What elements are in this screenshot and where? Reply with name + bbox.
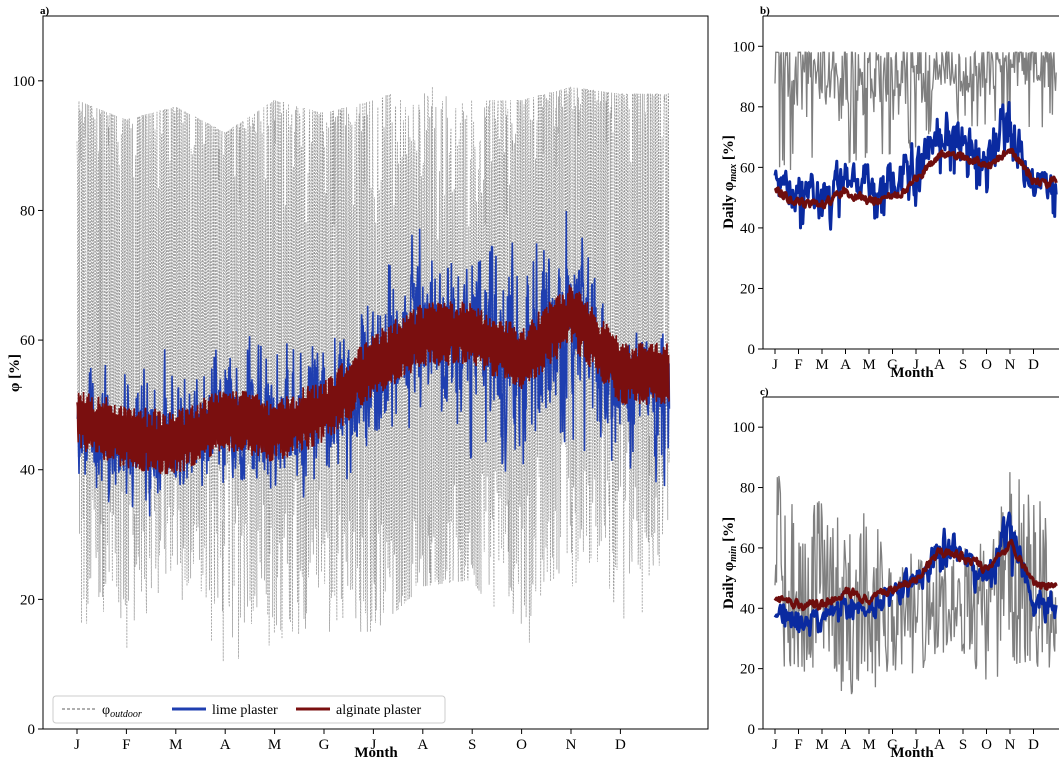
y-tick-label: 20 bbox=[20, 592, 35, 608]
x-tick-label: M bbox=[862, 357, 875, 373]
y-tick-label: 100 bbox=[13, 74, 36, 90]
x-tick-label: N bbox=[1005, 357, 1016, 373]
y-tick-label: 60 bbox=[740, 160, 755, 176]
x-tick-label: G bbox=[887, 357, 898, 373]
legend-outdoor-label: φoutdoor bbox=[102, 703, 142, 720]
y-tick-label: 100 bbox=[733, 420, 756, 436]
x-tick-label: F bbox=[122, 737, 130, 753]
panel-a-tag: a) bbox=[40, 5, 50, 17]
y-tick-label: 60 bbox=[740, 541, 755, 557]
x-tick-label: A bbox=[840, 737, 851, 753]
series-outdoor-line bbox=[774, 472, 1057, 695]
x-tick-label: S bbox=[959, 357, 967, 373]
panel-b-tag: b) bbox=[760, 5, 770, 17]
panel-c-y-label: Daily φmin [%] bbox=[721, 517, 739, 609]
x-tick-label: O bbox=[981, 357, 992, 373]
x-tick-label: A bbox=[934, 737, 945, 753]
y-tick-label: 80 bbox=[20, 203, 35, 219]
x-tick-label: F bbox=[794, 357, 802, 373]
y-tick-label: 0 bbox=[28, 722, 36, 738]
series-outdoor-line bbox=[774, 50, 1057, 171]
x-tick-label: M bbox=[815, 737, 828, 753]
x-tick-label: J bbox=[370, 737, 376, 753]
x-tick-label: N bbox=[1005, 737, 1016, 753]
x-tick-label: N bbox=[566, 737, 577, 753]
panel-b-x-label: Month bbox=[890, 365, 934, 381]
x-tick-label: F bbox=[794, 737, 802, 753]
y-tick-label: 60 bbox=[20, 333, 35, 349]
legend-lime-label: lime plaster bbox=[212, 703, 278, 718]
panel-c-plot-area bbox=[773, 472, 1058, 695]
panel-a-y-label: φ [%] bbox=[7, 354, 23, 392]
x-tick-label: A bbox=[220, 737, 231, 753]
x-tick-label: M bbox=[169, 737, 182, 753]
x-tick-label: G bbox=[319, 737, 330, 753]
x-tick-label: J bbox=[913, 357, 919, 373]
panel-a-plot-area bbox=[76, 86, 671, 662]
legend-alginate-label: alginate plaster bbox=[336, 703, 421, 718]
y-tick-label: 20 bbox=[740, 662, 755, 678]
legend-box bbox=[52, 695, 446, 724]
x-tick-label: A bbox=[840, 357, 851, 373]
panel-c-x-label: Month bbox=[890, 745, 934, 761]
series-alginate-line bbox=[773, 538, 1058, 612]
y-tick-label: 20 bbox=[740, 281, 755, 297]
x-tick-label: J bbox=[913, 737, 919, 753]
panel-a-x-label: Month bbox=[354, 745, 398, 761]
y-tick-label: 0 bbox=[748, 722, 756, 738]
y-tick-label: 80 bbox=[740, 100, 755, 116]
y-tick-label: 40 bbox=[740, 221, 755, 237]
y-tick-label: 0 bbox=[748, 342, 756, 358]
series-lime-line bbox=[773, 511, 1058, 637]
legend: φoutdoor lime plaster alginate plaster bbox=[52, 695, 446, 724]
x-tick-label: J bbox=[74, 737, 80, 753]
x-tick-label: G bbox=[887, 737, 898, 753]
x-tick-label: D bbox=[1028, 737, 1039, 753]
panel-a-y-ticks: 0 20 40 60 80 100 bbox=[13, 74, 43, 738]
x-tick-label: M bbox=[815, 357, 828, 373]
panel-c-tag: c) bbox=[760, 386, 769, 398]
x-tick-label: O bbox=[981, 737, 992, 753]
panel-b-y-label: Daily φmax [%] bbox=[721, 135, 739, 229]
panel-c-y-ticks: 0 20 40 60 80 100 bbox=[733, 420, 763, 738]
panel-a: a) 0 20 40 60 80 100 J F M A M G J A S O N D Month φ [%]… bbox=[7, 5, 709, 761]
x-tick-label: M bbox=[862, 737, 875, 753]
y-tick-label: 40 bbox=[20, 463, 35, 479]
x-tick-label: J bbox=[772, 357, 778, 373]
x-tick-label: A bbox=[417, 737, 428, 753]
x-tick-label: S bbox=[468, 737, 476, 753]
panel-b-plot-area bbox=[773, 50, 1058, 231]
x-tick-label: J bbox=[772, 737, 778, 753]
x-tick-label: A bbox=[934, 357, 945, 373]
x-tick-label: D bbox=[1028, 357, 1039, 373]
panel-a-frame bbox=[42, 15, 709, 730]
series-alginate-line bbox=[76, 284, 670, 475]
y-tick-label: 80 bbox=[740, 481, 755, 497]
x-tick-label: S bbox=[959, 737, 967, 753]
x-tick-label: O bbox=[516, 737, 527, 753]
panel-b-y-ticks: 0 20 40 60 80 100 bbox=[733, 39, 763, 358]
y-tick-label: 40 bbox=[740, 601, 755, 617]
y-tick-label: 100 bbox=[733, 39, 756, 55]
x-tick-label: M bbox=[268, 737, 281, 753]
x-tick-label: D bbox=[615, 737, 626, 753]
series-alginate-line bbox=[773, 147, 1058, 210]
